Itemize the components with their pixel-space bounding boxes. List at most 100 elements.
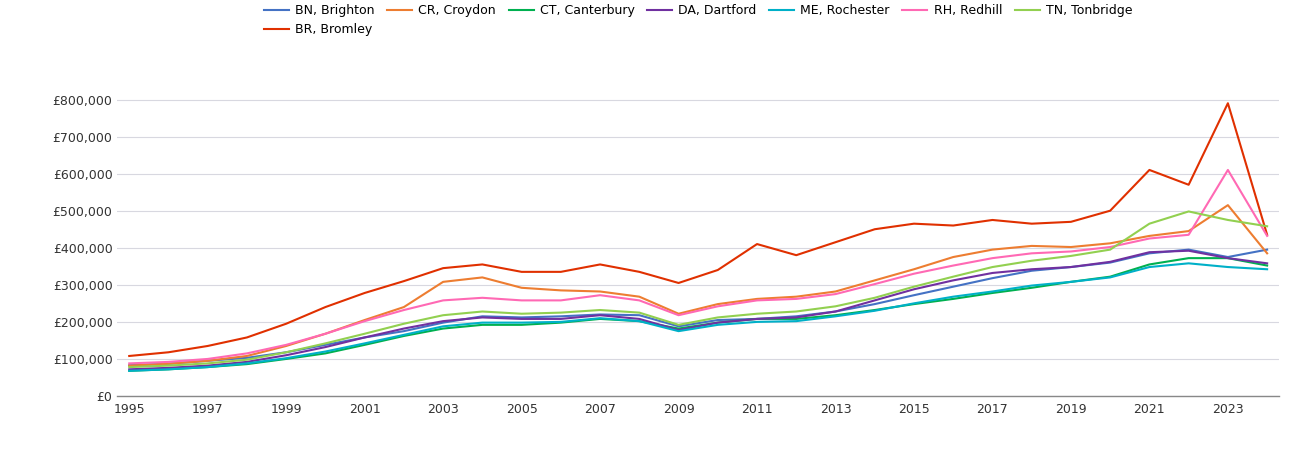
BR, Bromley: [200, 343, 215, 349]
BN, Brighton: [514, 315, 530, 320]
DA, Dartford: [1181, 248, 1197, 253]
BN, Brighton: [1220, 254, 1236, 260]
Line: CT, Canterbury: CT, Canterbury: [129, 258, 1267, 371]
BR, Bromley: [317, 304, 333, 310]
RH, Redhill: [1142, 236, 1158, 241]
BR, Bromley: [1259, 232, 1275, 238]
ME, Rochester: [788, 319, 804, 324]
TN, Tonbridge: [632, 310, 647, 315]
CT, Canterbury: [436, 326, 452, 331]
ME, Rochester: [317, 349, 333, 354]
RH, Redhill: [553, 298, 569, 303]
ME, Rochester: [671, 328, 686, 334]
DA, Dartford: [1024, 266, 1040, 272]
BR, Bromley: [239, 335, 254, 340]
DA, Dartford: [514, 316, 530, 322]
CT, Canterbury: [632, 319, 647, 324]
Line: ME, Rochester: ME, Rochester: [129, 263, 1267, 371]
CT, Canterbury: [867, 307, 882, 313]
BR, Bromley: [356, 290, 372, 296]
BR, Bromley: [906, 221, 921, 226]
DA, Dartford: [1103, 259, 1118, 265]
CR, Croydon: [356, 317, 372, 323]
Line: DA, Dartford: DA, Dartford: [129, 251, 1267, 369]
TN, Tonbridge: [200, 361, 215, 366]
RH, Redhill: [436, 298, 452, 303]
BN, Brighton: [436, 320, 452, 325]
ME, Rochester: [1103, 274, 1118, 280]
BN, Brighton: [200, 358, 215, 364]
DA, Dartford: [592, 312, 608, 318]
TN, Tonbridge: [867, 295, 882, 301]
CR, Croydon: [553, 288, 569, 293]
TN, Tonbridge: [710, 315, 726, 320]
BN, Brighton: [749, 316, 765, 322]
CT, Canterbury: [161, 367, 176, 372]
RH, Redhill: [200, 356, 215, 362]
TN, Tonbridge: [1259, 224, 1275, 229]
DA, Dartford: [395, 326, 411, 331]
CR, Croydon: [121, 363, 137, 368]
DA, Dartford: [867, 298, 882, 303]
ME, Rochester: [985, 289, 1001, 294]
Line: TN, Tonbridge: TN, Tonbridge: [129, 212, 1267, 367]
TN, Tonbridge: [1142, 221, 1158, 226]
CT, Canterbury: [1220, 256, 1236, 261]
CT, Canterbury: [1064, 279, 1079, 284]
RH, Redhill: [278, 342, 294, 347]
DA, Dartford: [985, 270, 1001, 276]
DA, Dartford: [788, 315, 804, 320]
CT, Canterbury: [356, 342, 372, 347]
CT, Canterbury: [592, 316, 608, 322]
BR, Bromley: [1181, 182, 1197, 188]
RH, Redhill: [475, 295, 491, 301]
BN, Brighton: [710, 317, 726, 323]
ME, Rochester: [553, 319, 569, 324]
BN, Brighton: [161, 361, 176, 366]
CR, Croydon: [1064, 244, 1079, 250]
CT, Canterbury: [1024, 285, 1040, 291]
RH, Redhill: [906, 271, 921, 276]
CT, Canterbury: [1181, 256, 1197, 261]
CR, Croydon: [1220, 202, 1236, 208]
CR, Croydon: [1142, 233, 1158, 238]
BN, Brighton: [906, 292, 921, 298]
CR, Croydon: [239, 353, 254, 359]
TN, Tonbridge: [592, 307, 608, 313]
TN, Tonbridge: [945, 274, 960, 279]
TN, Tonbridge: [436, 312, 452, 318]
TN, Tonbridge: [1181, 209, 1197, 214]
ME, Rochester: [278, 356, 294, 361]
BR, Bromley: [161, 350, 176, 355]
BN, Brighton: [1064, 264, 1079, 270]
DA, Dartford: [710, 320, 726, 325]
TN, Tonbridge: [239, 357, 254, 362]
DA, Dartford: [239, 359, 254, 364]
BR, Bromley: [436, 266, 452, 271]
CT, Canterbury: [395, 333, 411, 339]
ME, Rochester: [710, 322, 726, 328]
CR, Croydon: [827, 289, 843, 294]
DA, Dartford: [475, 315, 491, 320]
DA, Dartford: [278, 352, 294, 358]
BR, Bromley: [592, 262, 608, 267]
RH, Redhill: [1103, 244, 1118, 250]
BR, Bromley: [710, 267, 726, 273]
CT, Canterbury: [1142, 262, 1158, 267]
BR, Bromley: [1103, 208, 1118, 213]
BN, Brighton: [592, 312, 608, 317]
ME, Rochester: [356, 341, 372, 346]
ME, Rochester: [239, 361, 254, 366]
CR, Croydon: [749, 296, 765, 302]
TN, Tonbridge: [553, 310, 569, 315]
BN, Brighton: [1142, 251, 1158, 256]
CT, Canterbury: [906, 302, 921, 307]
CR, Croydon: [788, 294, 804, 299]
CR, Croydon: [436, 279, 452, 284]
BN, Brighton: [671, 324, 686, 329]
ME, Rochester: [1259, 266, 1275, 272]
BR, Bromley: [395, 279, 411, 284]
CR, Croydon: [945, 254, 960, 260]
Line: CR, Croydon: CR, Croydon: [129, 205, 1267, 365]
TN, Tonbridge: [317, 341, 333, 346]
